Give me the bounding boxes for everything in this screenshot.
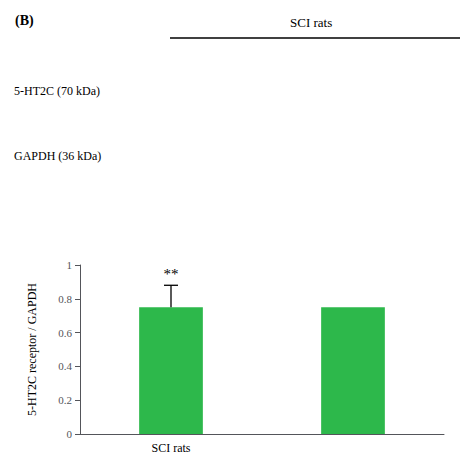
svg-text:0.2: 0.2 [58,394,72,406]
svg-text:0.6: 0.6 [58,327,72,339]
svg-text:GAPDH (36 kDa): GAPDH (36 kDa) [14,149,101,163]
svg-text:0.8: 0.8 [58,293,72,305]
svg-text:0.4: 0.4 [58,360,72,372]
svg-text:0: 0 [67,428,73,440]
svg-text:**: ** [164,266,179,282]
svg-text:SCI rats: SCI rats [152,441,191,455]
svg-text:SCI rats: SCI rats [290,15,332,30]
svg-text:1: 1 [67,259,73,271]
svg-text:5-HT2C (70 kDa): 5-HT2C (70 kDa) [14,84,100,98]
svg-text:(B): (B) [15,13,34,29]
svg-text:5-HT2C receptor / GAPDH: 5-HT2C receptor / GAPDH [25,283,39,416]
